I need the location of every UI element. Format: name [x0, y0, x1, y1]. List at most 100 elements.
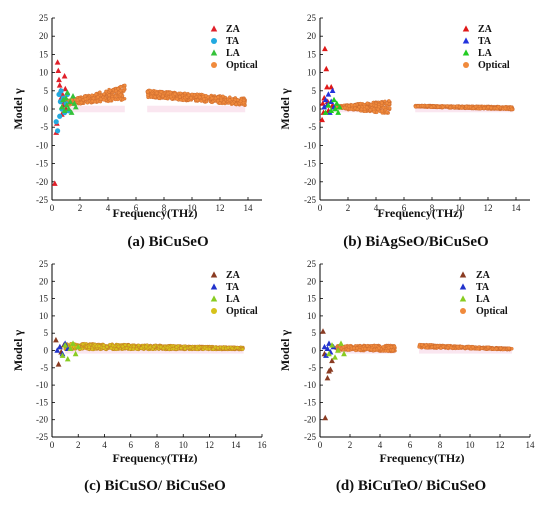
la-point — [64, 355, 71, 362]
optical-point — [416, 104, 420, 108]
y-tick-label: 5 — [312, 86, 317, 96]
legend-label-ta: TA — [478, 36, 492, 47]
optical-point — [134, 347, 139, 351]
ta-point — [53, 119, 59, 125]
optical-point — [445, 104, 450, 108]
optical-point — [364, 105, 369, 110]
optical-point — [464, 104, 469, 109]
optical-point — [359, 107, 364, 112]
legend-label-optical: Optical — [226, 60, 258, 71]
optical-point — [445, 345, 450, 350]
optical-point — [153, 95, 157, 99]
x-tick-label: 6 — [402, 203, 407, 213]
za-point — [54, 59, 61, 65]
la-point — [61, 107, 68, 114]
optical-point — [230, 346, 235, 351]
optical-point — [455, 104, 459, 108]
optical-point — [161, 346, 166, 351]
optical-point — [436, 105, 440, 109]
y-tick-label: -25 — [36, 432, 48, 442]
optical-point — [478, 106, 483, 111]
optical-point — [157, 96, 161, 101]
optical-point — [496, 104, 501, 109]
za-point — [51, 180, 58, 186]
y-tick-label: -15 — [36, 159, 48, 169]
y-tick-label: -25 — [304, 195, 316, 205]
optical-point — [227, 98, 232, 102]
x-tick-label: 2 — [346, 203, 351, 213]
x-tick-label: 6 — [134, 203, 139, 213]
x-tick-label: 2 — [76, 440, 81, 450]
optical-point — [169, 94, 173, 99]
legend-marker-la — [459, 295, 467, 302]
optical-point — [136, 343, 141, 348]
legend-marker-ta — [462, 37, 470, 44]
y-tick-label: 0 — [312, 346, 317, 356]
optical-point — [146, 93, 150, 98]
optical-point — [509, 107, 514, 112]
y-tick-label: -15 — [304, 397, 316, 407]
optical-point — [183, 91, 187, 96]
y-tick-label: 5 — [312, 328, 317, 338]
y-axis-label: Model γ — [11, 88, 25, 130]
optical-point — [190, 92, 194, 97]
y-tick-label: 0 — [44, 104, 49, 114]
optical-point — [216, 98, 220, 103]
x-tick-label: 12 — [216, 203, 225, 213]
y-tick-label: -10 — [36, 380, 48, 390]
optical-point — [352, 103, 357, 107]
za-point — [55, 67, 62, 74]
optical-point — [386, 348, 390, 353]
optical-point — [110, 343, 115, 348]
optical-point — [368, 108, 373, 112]
optical-point — [429, 105, 434, 109]
optical-point — [123, 83, 127, 88]
optical-point — [186, 93, 191, 97]
legend-label-optical: Optical — [476, 306, 508, 317]
optical-point — [235, 345, 240, 350]
optical-point — [365, 344, 370, 348]
la-point — [67, 98, 74, 104]
optical-point — [118, 92, 123, 97]
optical-point — [98, 90, 102, 95]
optical-point — [90, 93, 94, 97]
optical-point — [154, 91, 159, 95]
optical-point — [108, 88, 112, 93]
optical-point — [108, 342, 112, 347]
optical-point — [381, 345, 386, 349]
optical-point — [144, 344, 148, 349]
y-tick-label: 25 — [39, 13, 49, 23]
legend-label-ta: TA — [476, 282, 490, 293]
optical-point — [358, 101, 363, 106]
optical-point — [105, 345, 109, 349]
la-point — [332, 354, 338, 360]
legend-marker-la — [210, 295, 218, 302]
optical-point — [365, 101, 370, 105]
y-tick-label: 10 — [307, 68, 317, 78]
za-point — [55, 361, 62, 367]
legend-marker-za — [210, 25, 218, 32]
optical-point — [161, 94, 165, 99]
y-tick-label: 25 — [307, 259, 317, 269]
y-axis-label: Model γ — [278, 88, 292, 130]
y-tick-label: 15 — [307, 294, 317, 304]
optical-point — [369, 102, 374, 107]
optical-point — [234, 102, 238, 106]
optical-point — [435, 344, 440, 349]
optical-point — [139, 346, 144, 350]
za-point — [53, 336, 59, 343]
la-point — [63, 102, 70, 108]
optical-point — [425, 345, 430, 350]
optical-point — [196, 346, 201, 350]
x-tick-label: 16 — [258, 440, 268, 450]
y-tick-label: 20 — [307, 276, 317, 286]
optical-point — [98, 97, 103, 101]
x-axis-label: Frequency(THz) — [112, 206, 197, 220]
optical-point — [104, 89, 108, 94]
y-tick-label: 15 — [39, 294, 49, 304]
legend-label-za: ZA — [226, 270, 241, 281]
y-tick-label: -15 — [304, 159, 316, 169]
optical-point — [363, 346, 367, 351]
optical-point — [455, 344, 460, 349]
